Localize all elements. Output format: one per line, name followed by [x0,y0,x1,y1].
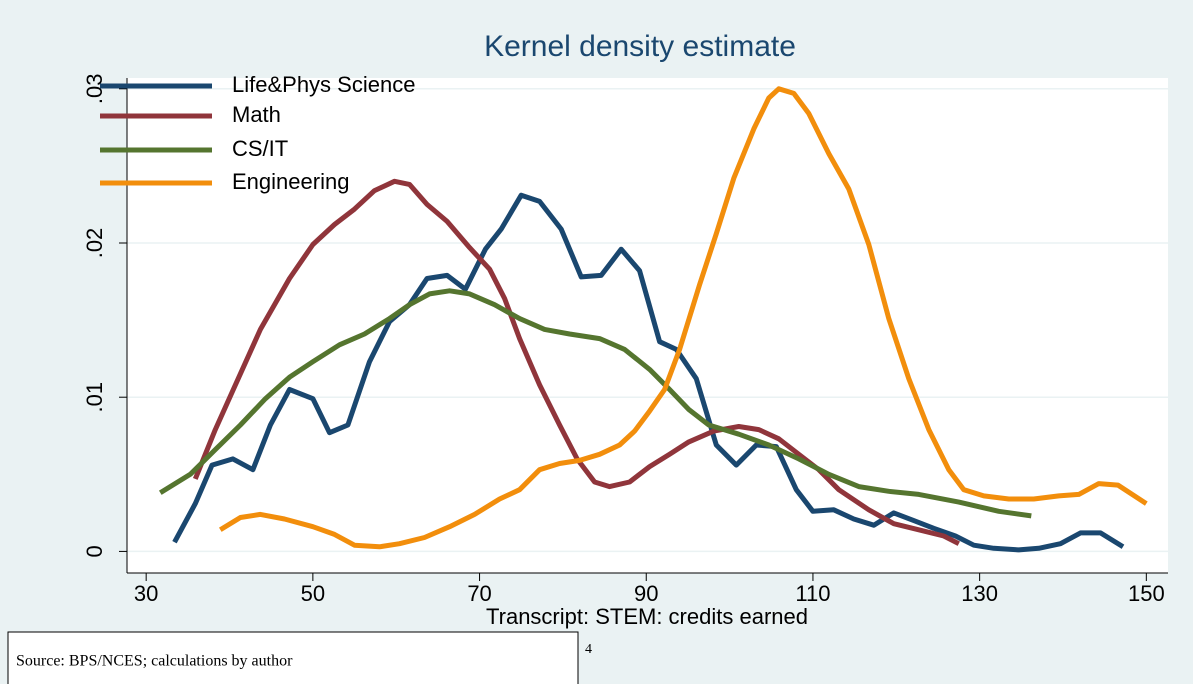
y-tick-label: 0 [82,545,107,557]
note-box [7,631,579,684]
y-tick-label: .02 [82,228,107,259]
x-axis-label: Transcript: STEM: credits earned [486,604,808,629]
legend-label: Math [232,102,281,127]
plot-area [127,78,1168,573]
x-tick-label: 110 [795,581,830,606]
y-tick-label: .03 [82,73,107,104]
legend-label: Life&Phys Science [232,72,415,97]
legend-label: CS/IT [232,136,288,161]
series-line [172,192,1125,553]
x-tick-label: 130 [961,581,998,606]
x-tick-label: 90 [634,581,658,606]
y-tick-label: .01 [82,382,107,413]
chart-title: Kernel density estimate [484,30,796,63]
x-tick-label: 150 [1128,581,1165,606]
x-tick-label: 70 [467,581,491,606]
series-line [218,86,1148,550]
source-note: Source: BPS/NCES; calculations by author [16,653,293,670]
x-tick-label: 30 [134,581,158,606]
series-line [158,288,1032,519]
legend-label: Engineering [232,169,349,194]
x-tick-label: 50 [301,581,325,606]
footer-mark: 4 [585,642,592,657]
